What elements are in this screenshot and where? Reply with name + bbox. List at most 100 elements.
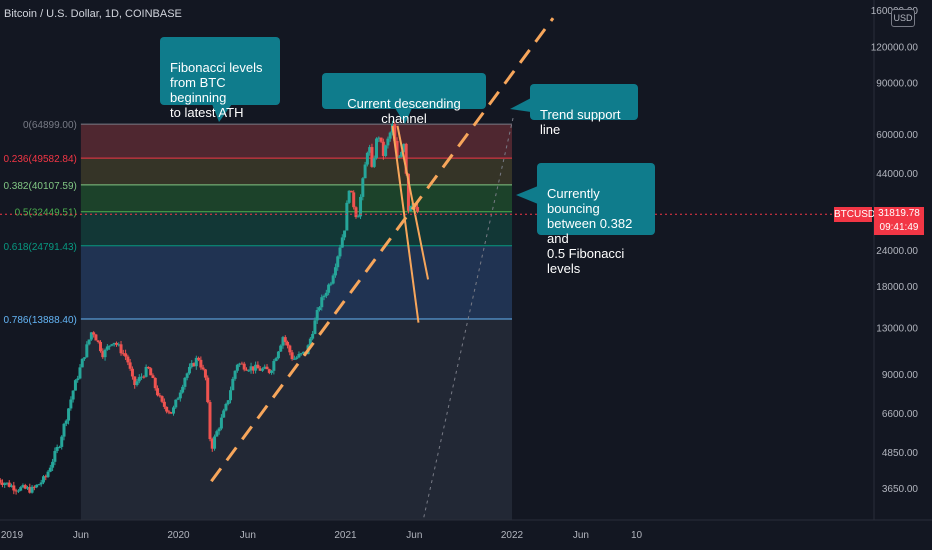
countdown-timer: 09:41:49 bbox=[879, 222, 919, 233]
fib-zone-2 bbox=[80, 184, 512, 212]
candle-body bbox=[153, 377, 157, 389]
candle-body bbox=[404, 143, 408, 174]
candle-body bbox=[83, 357, 87, 359]
candle-body bbox=[158, 395, 162, 397]
candle-body bbox=[60, 436, 64, 447]
candle-body bbox=[30, 486, 34, 493]
candle-body bbox=[295, 357, 299, 359]
candle-body bbox=[46, 471, 50, 477]
candle-body bbox=[238, 363, 242, 365]
candle-body bbox=[121, 353, 125, 355]
candle-body bbox=[119, 344, 123, 354]
candle-body bbox=[347, 190, 351, 203]
candle-body bbox=[397, 156, 401, 158]
trend-callout[interactable]: Trend support line bbox=[530, 84, 638, 137]
trend-callout-pointer bbox=[510, 98, 531, 112]
candle-body bbox=[185, 373, 189, 378]
candle-body bbox=[372, 158, 376, 167]
candle-body bbox=[263, 366, 267, 369]
candle-body bbox=[73, 380, 77, 391]
candle-body bbox=[208, 402, 212, 440]
candle-body bbox=[76, 378, 80, 381]
candle-body bbox=[114, 342, 118, 345]
bounce-callout-text: Currently bouncing between 0.382 and 0.5… bbox=[547, 186, 633, 276]
fibonacci-callout-text: Fibonacci levels from BTC beginning to l… bbox=[170, 60, 263, 120]
candle-body bbox=[89, 332, 93, 340]
candle-body bbox=[336, 256, 340, 268]
candle-body bbox=[0, 482, 4, 485]
fib-zone-5 bbox=[80, 319, 512, 520]
trend-callout-text: Trend support line bbox=[540, 107, 621, 137]
candle-body bbox=[144, 366, 148, 377]
candle-body bbox=[124, 353, 128, 357]
candle-body bbox=[165, 406, 169, 412]
y-tick-label: 24000.00 bbox=[876, 246, 918, 257]
channel-callout[interactable]: Current descending channel bbox=[322, 73, 486, 126]
candle-body bbox=[359, 196, 363, 217]
candle-body bbox=[78, 367, 82, 379]
candle-body bbox=[71, 390, 75, 400]
y-tick-label: 90000.00 bbox=[876, 79, 918, 90]
candle-body bbox=[343, 230, 347, 238]
candle-body bbox=[406, 173, 410, 211]
candle-body bbox=[181, 386, 185, 393]
current-price: 31819.78 bbox=[878, 208, 920, 219]
y-tick-label: 4850.00 bbox=[882, 448, 919, 459]
candle-body bbox=[32, 486, 36, 488]
candle-body bbox=[55, 446, 59, 451]
candle-body bbox=[267, 369, 271, 373]
candle-body bbox=[110, 344, 114, 346]
candle-body bbox=[162, 401, 166, 407]
candle-body bbox=[176, 398, 180, 400]
fib-zone-3 bbox=[80, 211, 512, 246]
channel-callout-text: Current descending channel bbox=[347, 96, 461, 126]
channel-line-0 bbox=[391, 125, 420, 323]
candle-body bbox=[48, 467, 52, 472]
candle-body bbox=[67, 408, 71, 421]
candle-body bbox=[235, 364, 239, 371]
candle-body bbox=[242, 363, 246, 370]
candle-body bbox=[5, 482, 9, 484]
candle-body bbox=[85, 344, 89, 358]
candle-body bbox=[340, 237, 344, 248]
chart-title: Bitcoin / U.S. Dollar, 1D, COINBASE bbox=[4, 8, 182, 20]
currency-button[interactable]: USD bbox=[891, 9, 915, 27]
x-tick-label: Jun bbox=[573, 530, 589, 541]
candle-body bbox=[324, 292, 328, 296]
candle-body bbox=[94, 334, 98, 341]
candle-body bbox=[135, 381, 139, 385]
candle-body bbox=[247, 370, 251, 372]
bounce-callout[interactable]: Currently bouncing between 0.382 and 0.5… bbox=[537, 163, 655, 276]
candle-body bbox=[217, 428, 221, 432]
fib-label-4: 0.618(24791.43) bbox=[3, 242, 76, 253]
candle-body bbox=[354, 207, 358, 218]
y-tick-label: 6600.00 bbox=[882, 409, 919, 420]
candle-body bbox=[62, 423, 66, 437]
time-axis bbox=[0, 520, 932, 550]
candle-body bbox=[169, 412, 173, 414]
x-tick-label: Jun bbox=[406, 530, 422, 541]
candle-body bbox=[363, 164, 367, 179]
y-tick-label: 60000.00 bbox=[876, 130, 918, 141]
candle-body bbox=[315, 310, 319, 321]
candle-body bbox=[256, 364, 260, 369]
candle-body bbox=[233, 370, 237, 379]
candle-body bbox=[393, 123, 397, 141]
fibonacci-callout[interactable]: Fibonacci levels from BTC beginning to l… bbox=[160, 37, 280, 120]
bounce-callout-pointer bbox=[516, 186, 538, 204]
candle-body bbox=[149, 368, 153, 376]
candle-body bbox=[16, 490, 20, 492]
candle-body bbox=[190, 363, 194, 367]
candle-body bbox=[39, 482, 43, 485]
candle-body bbox=[7, 482, 11, 487]
candle-body bbox=[251, 366, 255, 371]
candle-body bbox=[142, 376, 146, 378]
fib-label-5: 0.786(13888.40) bbox=[3, 315, 76, 326]
candle-body bbox=[128, 362, 132, 369]
candle-body bbox=[249, 366, 253, 371]
candle-body bbox=[349, 190, 353, 193]
x-tick-label: 2020 bbox=[167, 530, 190, 541]
candle-body bbox=[215, 431, 219, 437]
candle-body bbox=[395, 140, 399, 157]
candle-body bbox=[274, 358, 278, 361]
